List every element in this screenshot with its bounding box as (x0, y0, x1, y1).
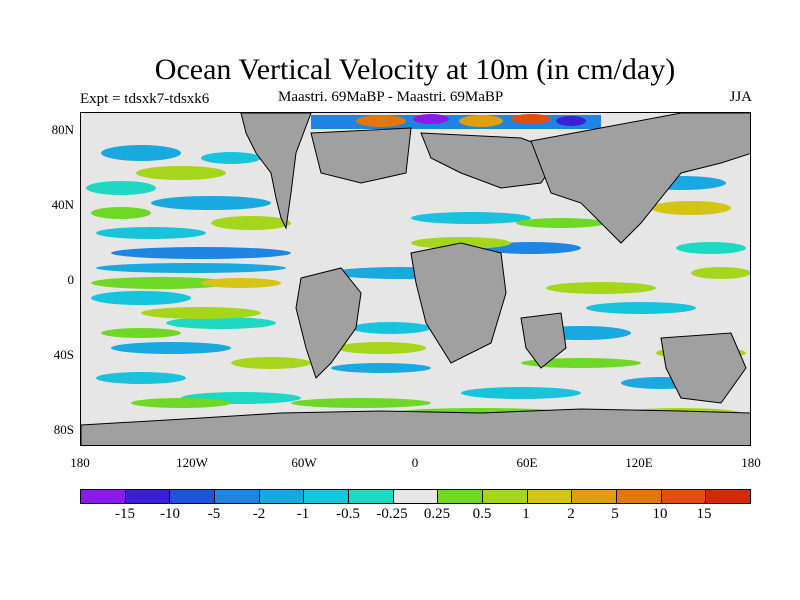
colorbar-label: 1 (522, 506, 530, 522)
lon-tick-label: 60E (516, 455, 538, 470)
period-label: Maastri. 69MaBP - Maastri. 69MaBP (278, 89, 504, 105)
colorbar-label: -2 (252, 506, 266, 522)
colorbar-box (349, 490, 394, 503)
colorbar-box (125, 490, 171, 503)
page-title: Ocean Vertical Velocity at 10m (in cm/da… (154, 53, 676, 86)
colorbar-box (483, 490, 528, 503)
colorbar-box (170, 490, 216, 503)
colorbar-box (393, 490, 439, 503)
map-plot (80, 112, 751, 446)
colorbar-box (572, 490, 618, 503)
colorbar-box (527, 490, 573, 503)
lat-tick-label: 80N (51, 122, 74, 137)
colorbar-label: 0.5 (472, 506, 492, 522)
lon-tick-label: 120W (176, 455, 208, 470)
lon-tick-label: 60W (291, 455, 317, 470)
colorbar-box (706, 490, 751, 503)
colorbar-label: 10 (652, 506, 668, 522)
colorbar (80, 489, 751, 504)
colorbar-box (438, 490, 484, 503)
map-svg (81, 113, 750, 445)
lat-tick-label: 80S (53, 422, 74, 437)
lat-tick-label: 40N (51, 197, 74, 212)
lon-tick-label: 180 (741, 455, 761, 470)
lat-tick-label: 40S (53, 347, 74, 362)
colorbar-label: -0.25 (376, 506, 408, 522)
lat-tick-label: 0 (67, 272, 75, 287)
colorbar-label: 2 (567, 506, 575, 522)
colorbar-label: 15 (696, 506, 712, 522)
colorbar-box (617, 490, 662, 503)
colorbar-label: -5 (207, 506, 221, 522)
colorbar-box (304, 490, 350, 503)
colorbar-label: -15 (115, 506, 135, 522)
colorbar-label: 5 (611, 506, 619, 522)
colorbar-label: 0.25 (423, 506, 451, 522)
lon-tick-label: 120E (625, 455, 653, 470)
colorbar-box (259, 490, 305, 503)
season-label: JJA (729, 89, 752, 105)
colorbar-label: -0.5 (336, 506, 360, 522)
experiment-label: Expt = tdsxk7-tdsxk6 (80, 91, 210, 107)
colorbar-box (215, 490, 260, 503)
colorbar-label: -1 (296, 506, 310, 522)
colorbar-box (661, 490, 707, 503)
lon-tick-label: 180 (70, 455, 90, 470)
colorbar-label: -10 (160, 506, 180, 522)
land-masses (81, 113, 750, 445)
lon-tick-label: 0 (411, 455, 419, 470)
colorbar-box (81, 490, 126, 503)
